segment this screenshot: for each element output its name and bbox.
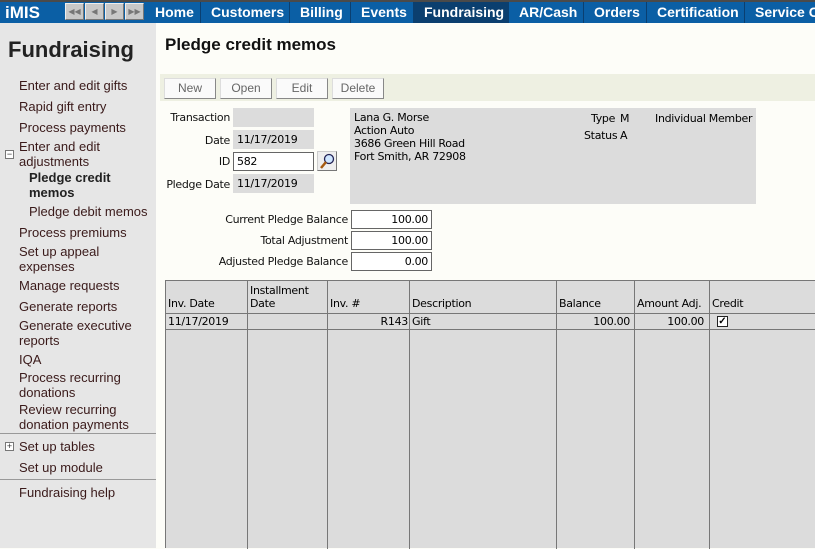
status-label: Status [584, 129, 618, 142]
sidebar-divider [0, 433, 156, 434]
sidebar-item-set-up-appeal-expenses[interactable]: Set up appeal expenses [19, 244, 100, 274]
column [248, 281, 328, 549]
collapse-icon[interactable]: − [5, 149, 14, 159]
cell-inv-no: R143 [380, 315, 409, 328]
sidebar-item-fundraising-help[interactable]: Fundraising help [19, 485, 116, 500]
total-adjustment-label: Total Adjustment [260, 234, 348, 247]
first-record-icon[interactable]: ◀◀ [65, 3, 84, 20]
customer-city: Fort Smith, AR 72908 [354, 150, 466, 163]
sidebar-item-review-recurring-donation-payments[interactable]: Review recurring donation payments [19, 402, 129, 432]
sidebar-item-process-recurring-donations[interactable]: Process recurring donations [19, 370, 121, 400]
customer-name: Lana G. Morse [354, 111, 429, 124]
sidebar: Fundraising Enter and edit gifts Rapid g… [0, 23, 156, 548]
header-amount-adj[interactable]: Amount Adj. [637, 297, 702, 310]
edit-button[interactable]: Edit [276, 78, 328, 99]
credit-checkbox[interactable]: ✓ [717, 316, 728, 327]
adjusted-pledge-balance-label: Adjusted Pledge Balance [218, 255, 349, 268]
invoice-table: Inv. Date Installment Date Inv. # Descri… [165, 280, 815, 549]
current-pledge-balance-label: Current Pledge Balance [225, 213, 348, 226]
cell-description: Gift [412, 315, 431, 328]
total-adjustment-field: 100.00 [351, 231, 432, 250]
tab-fundraising[interactable]: Fundraising [414, 2, 509, 23]
sidebar-item-pledge-credit-memos[interactable]: Pledge credit memos [29, 170, 111, 200]
sidebar-item-process-premiums[interactable]: Process premiums [19, 225, 127, 240]
delete-button[interactable]: Delete [332, 78, 384, 99]
sidebar-item-generate-reports[interactable]: Generate reports [19, 299, 118, 314]
open-button[interactable]: Open [220, 78, 272, 99]
toolbar: New Open Edit Delete [160, 74, 815, 101]
date-label: Date [204, 134, 230, 147]
page-title: Pledge credit memos [165, 35, 337, 54]
adjusted-pledge-balance-field: 0.00 [351, 252, 432, 271]
sidebar-item-enter-edit-adjustments[interactable]: Enter and edit adjustments [19, 139, 100, 169]
transaction-label: Transaction [170, 111, 230, 124]
current-pledge-balance-field: 100.00 [351, 210, 432, 229]
sidebar-item-generate-executive-reports[interactable]: Generate executive reports [19, 318, 132, 348]
id-input[interactable]: 582 [233, 152, 314, 171]
header-credit[interactable]: Credit [712, 297, 744, 310]
sidebar-item-enter-edit-gifts[interactable]: Enter and edit gifts [19, 78, 128, 93]
header-description[interactable]: Description [412, 297, 472, 310]
column [166, 281, 248, 549]
column [410, 281, 557, 549]
column [635, 281, 710, 549]
header-inv-no[interactable]: Inv. # [330, 297, 361, 310]
pledge-date-field: 11/17/2019 [233, 174, 314, 193]
header-inv-date[interactable]: Inv. Date [168, 297, 215, 310]
sidebar-item-pledge-debit-memos[interactable]: Pledge debit memos [29, 204, 148, 219]
customer-street: 3686 Green Hill Road [354, 137, 465, 150]
status-value: A [620, 129, 628, 142]
customer-company: Action Auto [354, 124, 415, 137]
sidebar-item-rapid-gift-entry[interactable]: Rapid gift entry [19, 99, 107, 114]
header-balance[interactable]: Balance [559, 297, 601, 310]
tab-orders[interactable]: Orders [584, 2, 647, 23]
sidebar-divider [0, 479, 156, 480]
table-row[interactable]: 11/17/2019 R143 Gift 100.00 100.00 ✓ [166, 313, 815, 330]
imis-logo: iMIS [5, 3, 40, 22]
customer-info-panel: Lana G. Morse Action Auto 3686 Green Hil… [350, 108, 756, 204]
sidebar-title: Fundraising [8, 37, 134, 62]
type-value: M [620, 112, 630, 125]
cell-balance: 100.00 [593, 315, 630, 328]
last-record-icon[interactable]: ▶▶ [125, 3, 144, 20]
tab-home[interactable]: Home [145, 2, 201, 23]
tab-ar-cash[interactable]: AR/Cash [509, 2, 584, 23]
cell-inv-date: 11/17/2019 [168, 315, 229, 328]
tab-billing[interactable]: Billing [290, 2, 351, 23]
expand-icon[interactable]: + [5, 441, 14, 451]
sidebar-item-set-up-tables[interactable]: Set up tables [19, 439, 95, 454]
id-label: ID [218, 155, 230, 168]
tab-customers[interactable]: Customers [201, 2, 290, 23]
sidebar-item-process-payments[interactable]: Process payments [19, 120, 126, 135]
cell-amount-adj: 100.00 [667, 315, 704, 328]
column [328, 281, 410, 549]
lookup-magnifier-icon[interactable] [317, 151, 337, 171]
type-description: Individual Member [655, 112, 753, 125]
tab-service-central[interactable]: Service Ce [755, 4, 815, 20]
header-installment-date[interactable]: Installment Date [250, 284, 309, 310]
transaction-field [233, 108, 314, 127]
sidebar-item-iqa[interactable]: IQA [19, 352, 42, 367]
pledge-date-label: Pledge Date [166, 178, 230, 191]
sidebar-item-manage-requests[interactable]: Manage requests [19, 278, 120, 293]
tab-certification[interactable]: Certification [647, 2, 745, 23]
top-nav-bar: iMIS ◀◀ ◀ ▶ ▶▶ Home Customers Billing Ev… [0, 0, 815, 23]
tab-events[interactable]: Events [351, 2, 414, 23]
column [557, 281, 635, 549]
new-button[interactable]: New [164, 78, 216, 99]
next-record-icon[interactable]: ▶ [105, 3, 124, 20]
date-field: 11/17/2019 [233, 130, 314, 149]
type-label: Type [591, 112, 616, 125]
previous-record-icon[interactable]: ◀ [85, 3, 104, 20]
sidebar-item-set-up-module[interactable]: Set up module [19, 460, 103, 475]
